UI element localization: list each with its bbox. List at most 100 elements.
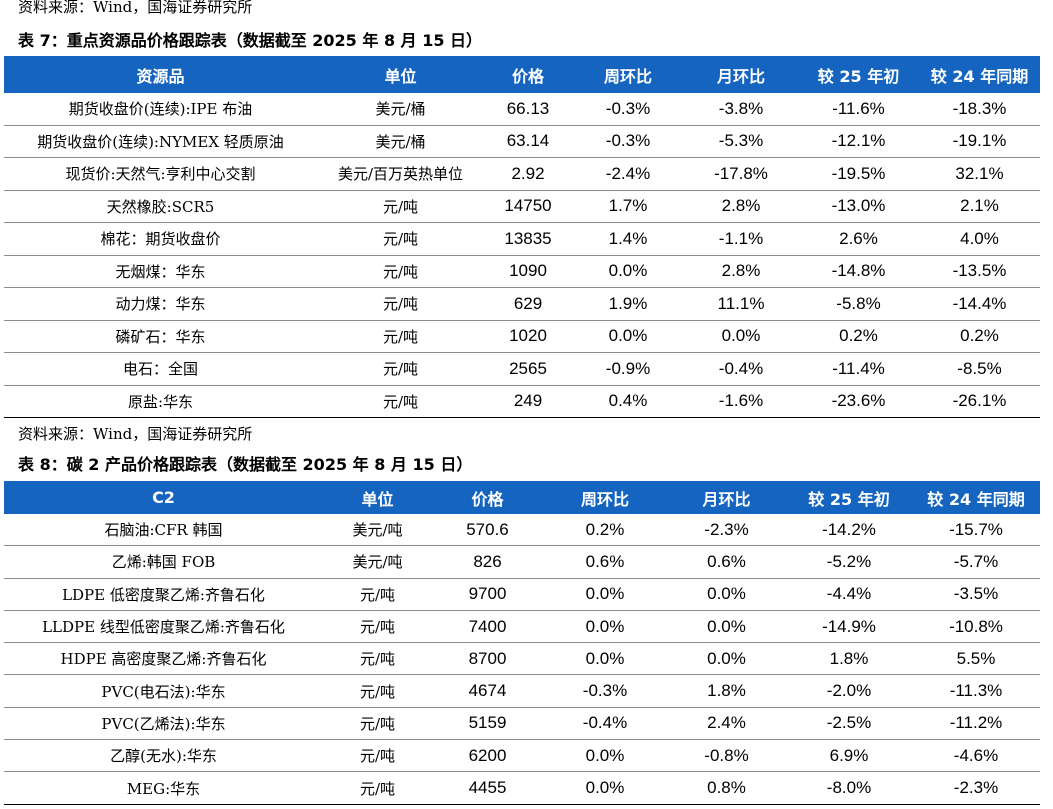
- table-cell: -8.5%: [919, 352, 1040, 386]
- table-cell: -8.0%: [786, 771, 912, 805]
- table-cell: -10.8%: [912, 610, 1040, 644]
- table-cell: 0.0%: [543, 739, 667, 773]
- table-cell: 7400: [432, 610, 543, 644]
- table-cell: 1.8%: [786, 642, 912, 676]
- table-cell: 美元/吨: [323, 545, 432, 579]
- table2-caption: 表 8：碳 2 产品价格跟踪表（数据截至 2025 年 8 月 15 日）: [18, 455, 473, 474]
- table-cell: 1.7%: [572, 190, 684, 223]
- table-row: 乙醇(无水):华东 元/吨 6200 0.0% -0.8% 6.9% -4.6%: [4, 739, 1040, 773]
- table-cell: 4674: [432, 674, 543, 708]
- table-cell: -5.7%: [912, 545, 1040, 579]
- table-cell: 0.6%: [543, 545, 667, 579]
- column-header: 价格: [432, 481, 543, 514]
- table-row: 期货收盘价(连续):NYMEX 轻质原油 美元/桶 63.14 -0.3% -5.3% -…: [4, 125, 1040, 158]
- table-cell: -14.9%: [786, 610, 912, 644]
- table-row: PVC(乙烯法):华东 元/吨 5159 -0.4% 2.4% -2.5% -11.2%: [4, 707, 1040, 741]
- table-cell: -0.8%: [667, 739, 786, 773]
- table-row: HDPE 高密度聚乙烯:齐鲁石化 元/吨 8700 0.0% 0.0% 1.8% 5.5%: [4, 642, 1040, 676]
- table-cell: 元/吨: [317, 222, 484, 256]
- table-cell: -13.0%: [798, 190, 919, 223]
- table-cell: -12.1%: [798, 125, 919, 158]
- table-cell: 乙醇(无水):华东: [4, 739, 323, 773]
- table-cell: -5.2%: [786, 545, 912, 579]
- column-header: 月环比: [684, 56, 798, 93]
- table-cell: -0.4%: [543, 707, 667, 741]
- table-row: 乙烯:韩国 FOB 美元/吨 826 0.6% 0.6% -5.2% -5.7%: [4, 545, 1040, 579]
- resource-price-table: 资源品 单位 价格 周环比 月环比较 25 年初较 24 年同期 期货收盘价(连续):I…: [4, 56, 1040, 418]
- table-cell: 63.14: [484, 125, 572, 158]
- table-cell: 元/吨: [323, 771, 432, 805]
- table-cell: 0.8%: [667, 771, 786, 805]
- table-cell: 6200: [432, 739, 543, 773]
- table-cell: 0.0%: [572, 255, 684, 288]
- source-note-top: 资料来源：Wind，国海证券研究所: [18, 0, 253, 16]
- table-row: 动力煤：华东 元/吨 629 1.9% 11.1% -5.8% -14.4%: [4, 287, 1040, 321]
- column-header: 资源品: [4, 56, 317, 93]
- table2-header: C2 单位 价格 周环比 月环比较 25 年初较 24 年同期: [4, 481, 1040, 514]
- table-cell: 14750: [484, 190, 572, 223]
- table-cell: 元/吨: [317, 190, 484, 223]
- table-row: 原盐:华东 元/吨 249 0.4% -1.6% -23.6% -26.1%: [4, 385, 1040, 418]
- table-cell: -14.8%: [798, 255, 919, 288]
- table-cell: 元/吨: [317, 255, 484, 288]
- table-cell: -0.3%: [572, 93, 684, 126]
- table-cell: 1.4%: [572, 222, 684, 256]
- table-cell: -18.3%: [919, 93, 1040, 126]
- table-cell: 元/吨: [317, 385, 484, 418]
- table-cell: 美元/桶: [317, 125, 484, 158]
- table-cell: 美元/吨: [323, 514, 432, 547]
- table-cell: MEG:华东: [4, 771, 323, 805]
- table1-caption: 表 7：重点资源品价格跟踪表（数据截至 2025 年 8 月 15 日）: [18, 31, 483, 50]
- table-cell: 0.0%: [667, 578, 786, 611]
- table-cell: 动力煤：华东: [4, 287, 317, 321]
- table-cell: -2.3%: [667, 514, 786, 547]
- table-cell: 11.1%: [684, 287, 798, 321]
- table-cell: 2.92: [484, 157, 572, 191]
- header-row: 资源品 单位 价格 周环比 月环比较 25 年初较 24 年同期: [4, 56, 1040, 93]
- table-cell: 0.6%: [667, 545, 786, 579]
- table-cell: 5.5%: [912, 642, 1040, 676]
- table-cell: 0.2%: [798, 320, 919, 353]
- table-cell: 8700: [432, 642, 543, 676]
- table-cell: 2.1%: [919, 190, 1040, 223]
- table2-body: 石脑油:CFR 韩国 美元/吨 570.6 0.2% -2.3% -14.2% -15.7%…: [4, 514, 1040, 805]
- table-row: 棉花：期货收盘价 元/吨 13835 1.4% -1.1% 2.6% 4.0%: [4, 222, 1040, 256]
- table-cell: 2565: [484, 352, 572, 386]
- table-row: LDPE 低密度聚乙烯:齐鲁石化 元/吨 9700 0.0% 0.0% -4.4% -3.5…: [4, 578, 1040, 611]
- table-cell: -4.6%: [912, 739, 1040, 773]
- table-row: 现货价:天然气:亨利中心交割 美元/百万英热单位 2.92 -2.4% -17.8% -1…: [4, 157, 1040, 191]
- table-cell: 4455: [432, 771, 543, 805]
- table-cell: 天然橡胶:SCR5: [4, 190, 317, 223]
- table-row: 天然橡胶:SCR5 元/吨 14750 1.7% 2.8% -13.0% 2.1%: [4, 190, 1040, 223]
- table-cell: 元/吨: [323, 610, 432, 644]
- table-cell: 元/吨: [317, 287, 484, 321]
- table-cell: 570.6: [432, 514, 543, 547]
- table-cell: 1.8%: [667, 674, 786, 708]
- column-header: 较 25 年初: [786, 481, 912, 514]
- table-cell: 2.4%: [667, 707, 786, 741]
- table-cell: 2.8%: [684, 190, 798, 223]
- table-cell: -0.3%: [572, 125, 684, 158]
- table-cell: 0.0%: [684, 320, 798, 353]
- table-cell: 元/吨: [323, 642, 432, 676]
- table-cell: -5.8%: [798, 287, 919, 321]
- column-header: 周环比: [572, 56, 684, 93]
- table-cell: 2.8%: [684, 255, 798, 288]
- table-cell: 6.9%: [786, 739, 912, 773]
- table-row: 磷矿石：华东 元/吨 1020 0.0% 0.0% 0.2% 0.2%: [4, 320, 1040, 353]
- table-cell: 元/吨: [317, 352, 484, 386]
- table-row: 石脑油:CFR 韩国 美元/吨 570.6 0.2% -2.3% -14.2% -15.7%: [4, 514, 1040, 547]
- table-cell: 磷矿石：华东: [4, 320, 317, 353]
- table-row: LLDPE 线型低密度聚乙烯:齐鲁石化 元/吨 7400 0.0% 0.0% -14.9%…: [4, 610, 1040, 644]
- column-header: 单位: [317, 56, 484, 93]
- table-cell: 0.0%: [543, 642, 667, 676]
- table-row: MEG:华东 元/吨 4455 0.0% 0.8% -8.0% -2.3%: [4, 771, 1040, 805]
- table1-header: 资源品 单位 价格 周环比 月环比较 25 年初较 24 年同期: [4, 56, 1040, 93]
- table-cell: -15.7%: [912, 514, 1040, 547]
- header-row: C2 单位 价格 周环比 月环比较 25 年初较 24 年同期: [4, 481, 1040, 514]
- table-cell: -5.3%: [684, 125, 798, 158]
- table-cell: 原盐:华东: [4, 385, 317, 418]
- table-cell: -19.5%: [798, 157, 919, 191]
- table1-body: 期货收盘价(连续):IPE 布油 美元/桶 66.13 -0.3% -3.8% -11.6…: [4, 93, 1040, 418]
- table-cell: 乙烯:韩国 FOB: [4, 545, 323, 579]
